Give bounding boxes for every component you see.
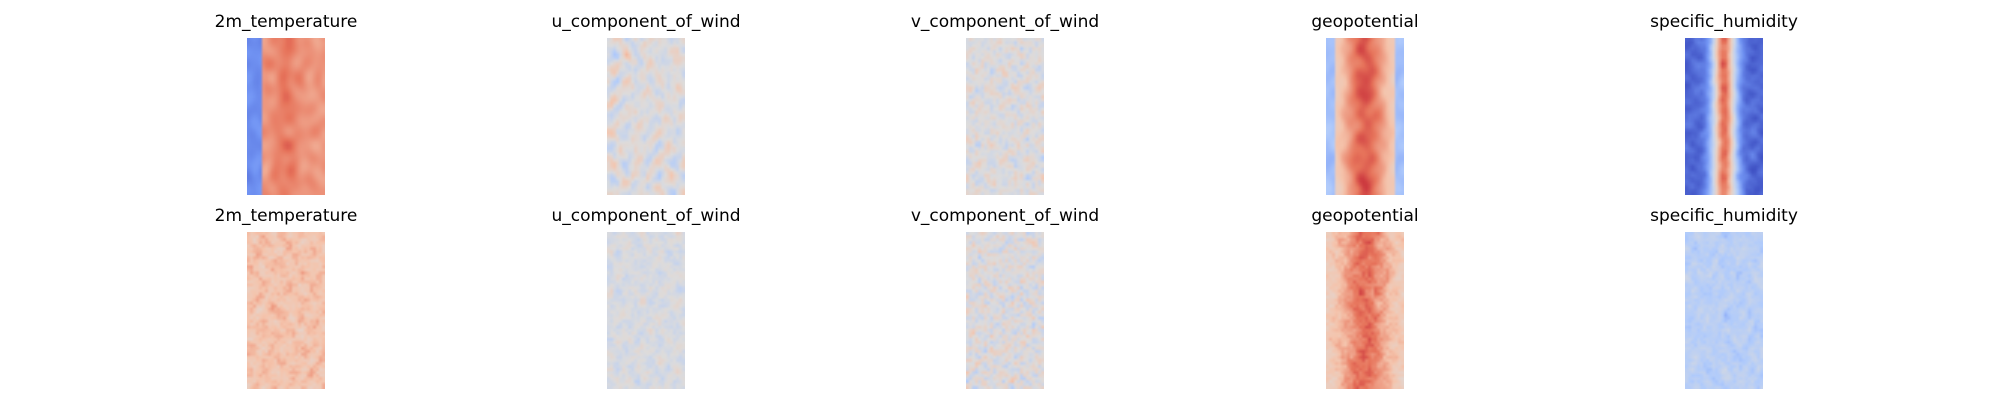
- heatmap-image: [247, 38, 325, 195]
- heatmap-panel: geopotential: [1311, 12, 1419, 198]
- panel-title: 2m_temperature: [214, 12, 358, 32]
- heatmap-image: [247, 232, 325, 389]
- heatmap-panel: v_component_of_wind: [911, 206, 1099, 392]
- heatmap-panel: geopotential: [1311, 206, 1419, 392]
- heatmap-panel: 2m_temperature: [215, 206, 357, 392]
- heatmap-image: [607, 232, 685, 389]
- heatmap-image: [1685, 232, 1763, 389]
- heatmap-panel: u_component_of_wind: [551, 12, 741, 198]
- heatmap-image: [1326, 232, 1404, 389]
- heatmap-image: [966, 232, 1044, 389]
- heatmap-image: [1685, 38, 1763, 195]
- heatmap-image: [607, 38, 685, 195]
- heatmap-image: [1326, 38, 1404, 195]
- panel-title: geopotential: [1311, 12, 1419, 32]
- heatmap-panel: 2m_temperature: [215, 12, 357, 198]
- panel-title: specific_humidity: [1650, 12, 1798, 32]
- heatmap-panel: specific_humidity: [1650, 206, 1798, 392]
- heatmap-panel: specific_humidity: [1650, 12, 1798, 198]
- heatmap-panel: v_component_of_wind: [911, 12, 1099, 198]
- heatmap-image: [966, 38, 1044, 195]
- panel-title: specific_humidity: [1650, 206, 1798, 226]
- panel-title: v_component_of_wind: [910, 206, 1100, 226]
- panel-title: u_component_of_wind: [551, 12, 741, 32]
- panel-title: geopotential: [1311, 206, 1419, 226]
- heatmap-panel: u_component_of_wind: [551, 206, 741, 392]
- panel-title: u_component_of_wind: [551, 206, 741, 226]
- panel-title: v_component_of_wind: [910, 12, 1100, 32]
- panel-title: 2m_temperature: [214, 206, 358, 226]
